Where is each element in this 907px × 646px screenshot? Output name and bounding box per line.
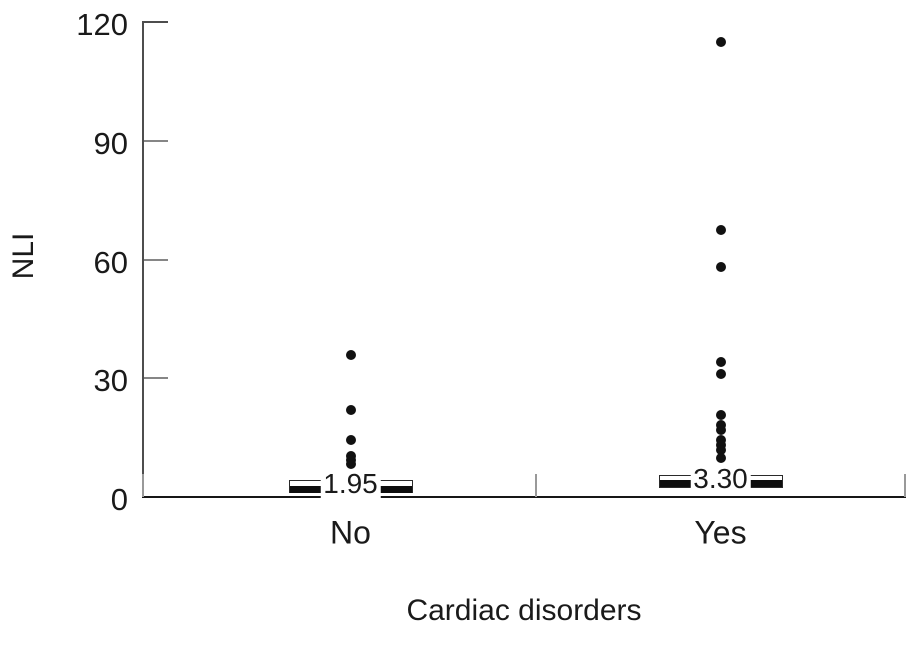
data-point bbox=[715, 452, 726, 463]
data-point bbox=[345, 458, 356, 469]
y-tick-label: 0 bbox=[110, 482, 128, 517]
y-axis-title: NLI bbox=[7, 232, 40, 280]
data-point bbox=[715, 419, 726, 430]
data-point bbox=[715, 357, 726, 368]
data-point bbox=[715, 36, 726, 47]
x-axis-title: Cardiac disorders bbox=[406, 594, 642, 627]
data-point bbox=[345, 349, 356, 360]
y-tick bbox=[144, 377, 168, 380]
y-tick-label: 90 bbox=[93, 125, 128, 161]
y-tick bbox=[144, 21, 168, 23]
x-tick bbox=[142, 474, 144, 497]
y-tick-label: 60 bbox=[93, 244, 128, 280]
median-value-label: 1.95 bbox=[320, 469, 381, 500]
data-point bbox=[345, 435, 356, 445]
y-tick bbox=[144, 258, 168, 261]
y-axis-line bbox=[142, 21, 144, 498]
data-point bbox=[715, 410, 726, 421]
x-tick bbox=[535, 474, 537, 497]
y-tick-label: 120 bbox=[76, 7, 128, 42]
data-point bbox=[715, 424, 726, 435]
data-point bbox=[345, 404, 356, 415]
category-label: Yes bbox=[694, 514, 747, 551]
x-axis-line bbox=[142, 496, 906, 498]
data-point bbox=[715, 369, 726, 380]
category-label: No bbox=[330, 514, 371, 551]
y-tick bbox=[144, 139, 168, 142]
data-point bbox=[715, 434, 726, 445]
median-value-label: 3.30 bbox=[690, 463, 751, 494]
x-tick bbox=[904, 474, 906, 497]
data-point bbox=[715, 444, 726, 455]
data-point bbox=[715, 224, 726, 235]
y-tick-label: 30 bbox=[93, 363, 128, 399]
data-point bbox=[715, 262, 726, 273]
